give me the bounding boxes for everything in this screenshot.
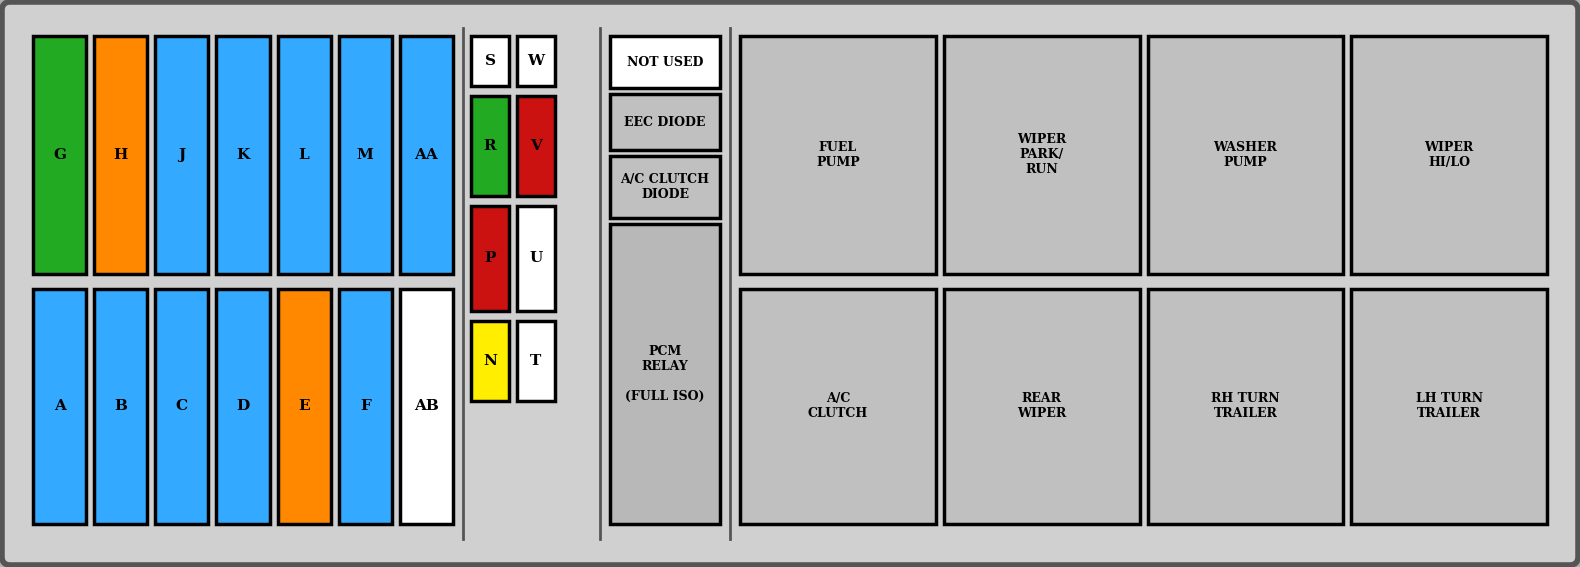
- FancyBboxPatch shape: [155, 289, 209, 524]
- Text: C: C: [175, 399, 188, 413]
- Text: F: F: [360, 399, 371, 413]
- Text: V: V: [529, 139, 542, 153]
- Text: PCM
RELAY

(FULL ISO): PCM RELAY (FULL ISO): [626, 345, 705, 403]
- FancyBboxPatch shape: [95, 36, 147, 273]
- FancyBboxPatch shape: [471, 321, 509, 401]
- FancyBboxPatch shape: [338, 289, 392, 524]
- FancyBboxPatch shape: [517, 321, 555, 401]
- Text: REAR
WIPER: REAR WIPER: [1018, 392, 1066, 420]
- Text: A/C CLUTCH
DIODE: A/C CLUTCH DIODE: [621, 173, 709, 201]
- Text: W: W: [528, 54, 545, 68]
- Text: B: B: [114, 399, 128, 413]
- Text: A/C
CLUTCH: A/C CLUTCH: [807, 392, 867, 420]
- Text: M: M: [357, 148, 374, 162]
- FancyBboxPatch shape: [1351, 289, 1547, 524]
- Text: L: L: [299, 148, 310, 162]
- Text: AB: AB: [414, 399, 439, 413]
- FancyBboxPatch shape: [739, 36, 935, 273]
- FancyBboxPatch shape: [400, 289, 453, 524]
- Text: AA: AA: [414, 148, 438, 162]
- FancyBboxPatch shape: [1147, 36, 1343, 273]
- Text: FUEL
PUMP: FUEL PUMP: [815, 141, 860, 169]
- FancyBboxPatch shape: [471, 36, 509, 86]
- FancyBboxPatch shape: [610, 36, 720, 88]
- FancyBboxPatch shape: [517, 206, 555, 311]
- FancyBboxPatch shape: [95, 289, 147, 524]
- Text: EEC DIODE: EEC DIODE: [624, 116, 706, 129]
- FancyBboxPatch shape: [1147, 289, 1343, 524]
- FancyBboxPatch shape: [471, 96, 509, 196]
- FancyBboxPatch shape: [739, 289, 935, 524]
- FancyBboxPatch shape: [517, 96, 555, 196]
- FancyBboxPatch shape: [943, 36, 1139, 273]
- Text: D: D: [237, 399, 250, 413]
- FancyBboxPatch shape: [517, 36, 555, 86]
- FancyBboxPatch shape: [278, 36, 330, 273]
- Text: S: S: [485, 54, 496, 68]
- FancyBboxPatch shape: [1351, 36, 1547, 273]
- Text: P: P: [483, 252, 496, 265]
- Text: LH TURN
TRAILER: LH TURN TRAILER: [1416, 392, 1482, 420]
- Text: RH TURN
TRAILER: RH TURN TRAILER: [1210, 392, 1280, 420]
- Text: WIPER
HI/LO: WIPER HI/LO: [1425, 141, 1474, 169]
- Text: H: H: [114, 148, 128, 162]
- Text: K: K: [237, 148, 250, 162]
- FancyBboxPatch shape: [216, 289, 270, 524]
- FancyBboxPatch shape: [155, 36, 209, 273]
- FancyBboxPatch shape: [610, 94, 720, 150]
- Text: R: R: [483, 139, 496, 153]
- Text: WIPER
PARK/
RUN: WIPER PARK/ RUN: [1018, 133, 1066, 176]
- FancyBboxPatch shape: [216, 36, 270, 273]
- Text: N: N: [483, 354, 498, 368]
- FancyBboxPatch shape: [610, 156, 720, 218]
- FancyBboxPatch shape: [400, 36, 453, 273]
- Text: WASHER
PUMP: WASHER PUMP: [1213, 141, 1277, 169]
- Text: NOT USED: NOT USED: [627, 56, 703, 69]
- Text: J: J: [179, 148, 185, 162]
- Text: T: T: [531, 354, 542, 368]
- Text: U: U: [529, 252, 542, 265]
- FancyBboxPatch shape: [338, 36, 392, 273]
- Text: E: E: [299, 399, 310, 413]
- FancyBboxPatch shape: [471, 206, 509, 311]
- FancyBboxPatch shape: [943, 289, 1139, 524]
- FancyBboxPatch shape: [33, 289, 87, 524]
- Text: A: A: [54, 399, 65, 413]
- FancyBboxPatch shape: [278, 289, 330, 524]
- Text: G: G: [54, 148, 66, 162]
- FancyBboxPatch shape: [610, 224, 720, 524]
- FancyBboxPatch shape: [33, 36, 87, 273]
